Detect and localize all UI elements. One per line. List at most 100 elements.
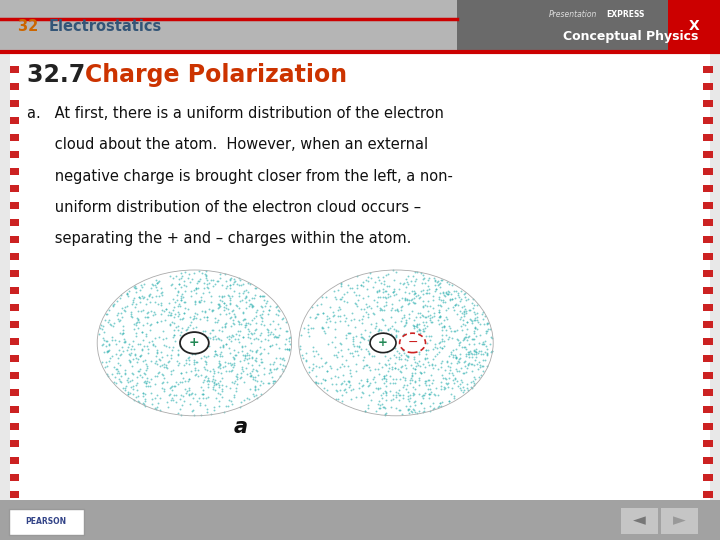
Point [201, 272, 212, 281]
Point [357, 389, 369, 397]
Point [437, 296, 449, 305]
Point [209, 280, 220, 288]
Point [312, 309, 324, 318]
Point [402, 353, 413, 361]
Point [384, 354, 395, 363]
Point [316, 324, 328, 333]
Point [140, 379, 152, 387]
Point [302, 332, 314, 341]
Point [255, 348, 266, 357]
Point [225, 349, 236, 357]
Point [251, 354, 262, 362]
Point [172, 350, 184, 359]
Point [126, 368, 138, 377]
Point [477, 309, 488, 318]
Point [279, 361, 290, 370]
Point [436, 334, 447, 343]
Point [437, 373, 449, 382]
Point [372, 327, 384, 336]
Point [262, 326, 274, 334]
Point [145, 321, 156, 329]
Point [415, 287, 427, 295]
Point [255, 330, 266, 339]
Point [198, 338, 210, 346]
Point [354, 343, 365, 352]
Point [176, 268, 187, 277]
Point [269, 325, 281, 333]
Point [103, 372, 114, 380]
Point [411, 320, 423, 328]
Point [330, 395, 342, 403]
Point [258, 379, 269, 387]
Point [356, 392, 367, 401]
Point [99, 335, 110, 344]
Point [456, 378, 467, 387]
Point [130, 332, 141, 340]
Point [395, 317, 407, 326]
Point [473, 339, 485, 347]
FancyBboxPatch shape [703, 303, 713, 310]
Point [207, 385, 219, 394]
Point [377, 400, 388, 409]
Point [122, 388, 134, 396]
Point [468, 379, 480, 387]
Text: 32.7: 32.7 [27, 63, 94, 86]
Point [440, 288, 451, 297]
Text: +: + [378, 336, 388, 349]
Point [405, 390, 416, 399]
Point [184, 390, 195, 399]
Point [459, 289, 471, 298]
Point [481, 350, 492, 359]
Point [338, 297, 350, 306]
Point [452, 301, 464, 309]
Point [477, 366, 489, 375]
Point [165, 367, 176, 375]
Point [373, 403, 384, 412]
Point [127, 342, 138, 350]
Point [423, 381, 435, 389]
Point [117, 326, 128, 334]
Point [310, 377, 321, 386]
Point [113, 315, 125, 323]
Point [101, 362, 112, 370]
Point [101, 346, 112, 355]
Point [271, 363, 282, 372]
Point [370, 332, 382, 341]
Point [418, 403, 430, 412]
Point [423, 285, 434, 293]
Point [408, 286, 420, 295]
Point [112, 359, 124, 367]
Point [244, 320, 256, 329]
Point [280, 327, 292, 336]
Point [360, 361, 372, 369]
Point [407, 383, 418, 391]
Point [230, 386, 242, 395]
Point [191, 397, 202, 406]
Point [320, 318, 331, 327]
Point [420, 389, 431, 398]
Text: +: + [189, 336, 199, 349]
Point [236, 342, 248, 351]
Point [165, 310, 176, 319]
Point [149, 394, 161, 402]
Point [426, 388, 437, 397]
Point [103, 306, 114, 314]
Point [229, 377, 240, 386]
Point [439, 374, 451, 382]
Text: separating the + and – charges within the atom.: separating the + and – charges within th… [27, 231, 412, 246]
Point [186, 367, 197, 375]
Point [387, 379, 399, 387]
Point [443, 280, 454, 288]
Point [345, 385, 356, 394]
Point [156, 291, 167, 299]
Point [173, 300, 184, 308]
Point [468, 301, 480, 310]
Point [385, 329, 397, 338]
Point [235, 398, 247, 407]
Point [140, 330, 152, 339]
Point [150, 282, 162, 291]
Point [138, 368, 150, 377]
Point [224, 367, 235, 376]
Point [197, 289, 208, 298]
Point [134, 294, 145, 302]
